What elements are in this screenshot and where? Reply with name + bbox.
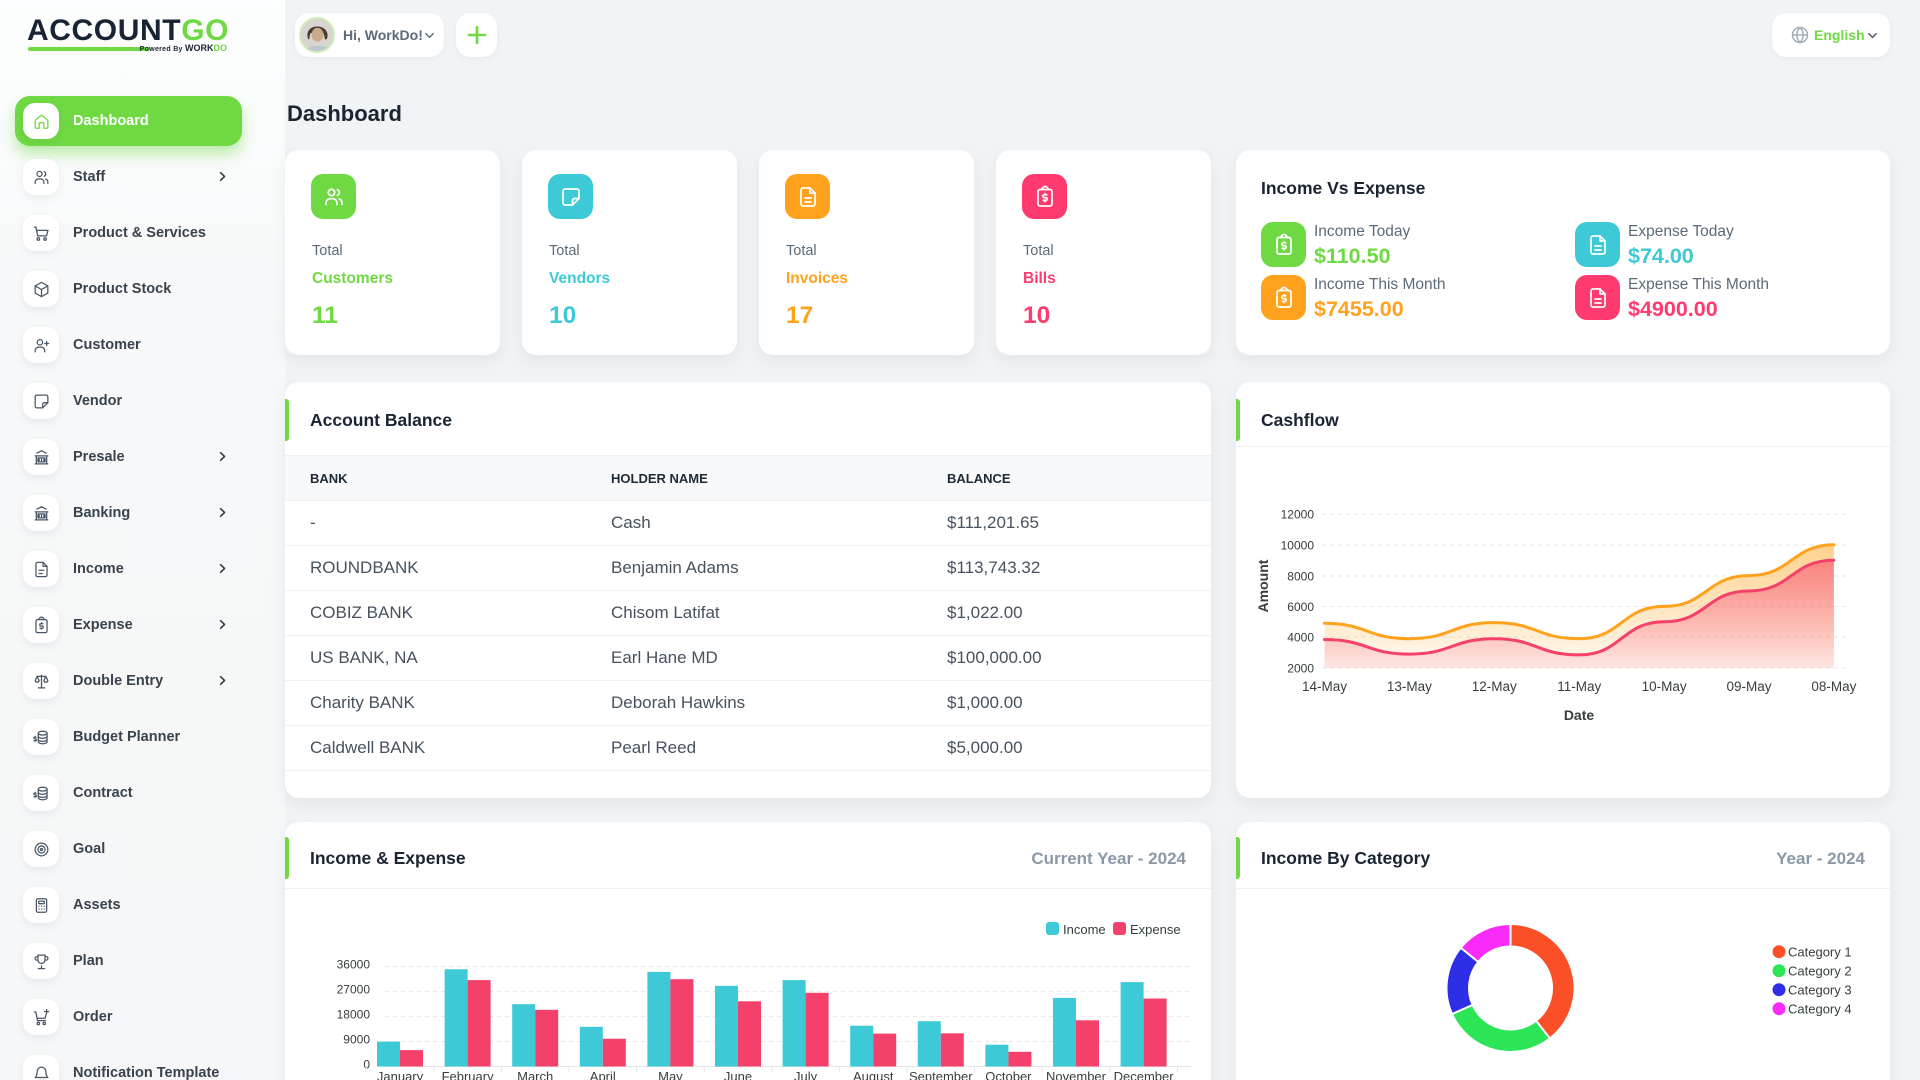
svg-text:14-May: 14-May [1302,679,1347,694]
svg-text:12-May: 12-May [1472,679,1517,694]
svg-text:11-May: 11-May [1557,679,1601,694]
svg-text:12000: 12000 [1281,508,1315,522]
svg-text:08-May: 08-May [1811,679,1856,694]
svg-text:November: November [1046,1069,1107,1080]
svg-text:Category 1: Category 1 [1788,945,1852,960]
svg-text:May: May [658,1069,683,1080]
svg-text:Category 4: Category 4 [1788,1002,1852,1017]
svg-text:March: March [517,1069,553,1080]
svg-text:Amount: Amount [1255,559,1271,612]
svg-text:February: February [442,1069,495,1080]
svg-text:January: January [377,1069,424,1080]
svg-text:9000: 9000 [343,1033,370,1047]
svg-text:Category 3: Category 3 [1788,983,1852,998]
svg-text:0: 0 [363,1058,370,1072]
svg-text:September: September [909,1069,973,1080]
svg-text:6000: 6000 [1287,600,1314,614]
svg-text:April: April [590,1069,616,1080]
svg-text:09-May: 09-May [1726,679,1771,694]
svg-text:8000: 8000 [1287,570,1314,584]
svg-text:4000: 4000 [1287,631,1314,645]
svg-text:August: August [853,1069,894,1080]
svg-text:27000: 27000 [337,983,371,997]
svg-text:Date: Date [1564,707,1595,723]
svg-text:December: December [1114,1069,1175,1080]
svg-text:Category 2: Category 2 [1788,964,1852,979]
svg-text:October: October [985,1069,1032,1080]
svg-text:13-May: 13-May [1387,679,1432,694]
svg-text:10000: 10000 [1281,539,1315,553]
svg-text:10-May: 10-May [1642,679,1687,694]
svg-text:June: June [724,1069,752,1080]
svg-text:2000: 2000 [1287,662,1314,676]
svg-text:July: July [794,1069,818,1080]
svg-text:18000: 18000 [337,1008,371,1022]
svg-text:36000: 36000 [337,958,371,972]
